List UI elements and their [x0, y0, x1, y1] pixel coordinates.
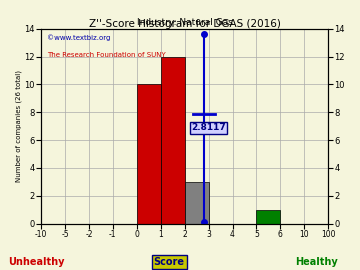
Bar	[185, 182, 208, 224]
Text: Unhealthy: Unhealthy	[8, 257, 64, 267]
Text: 2.8117: 2.8117	[191, 123, 226, 132]
Title: Z''-Score Histogram for DGAS (2016): Z''-Score Histogram for DGAS (2016)	[89, 19, 280, 29]
Text: Score: Score	[154, 257, 185, 267]
Bar	[161, 57, 185, 224]
Text: The Research Foundation of SUNY: The Research Foundation of SUNY	[47, 52, 166, 58]
Y-axis label: Number of companies (26 total): Number of companies (26 total)	[15, 70, 22, 182]
Text: Healthy: Healthy	[296, 257, 338, 267]
Bar	[137, 85, 161, 224]
Text: ©www.textbiz.org: ©www.textbiz.org	[47, 35, 110, 41]
Bar	[256, 210, 280, 224]
Text: Industry: Natural Gas: Industry: Natural Gas	[137, 18, 233, 27]
